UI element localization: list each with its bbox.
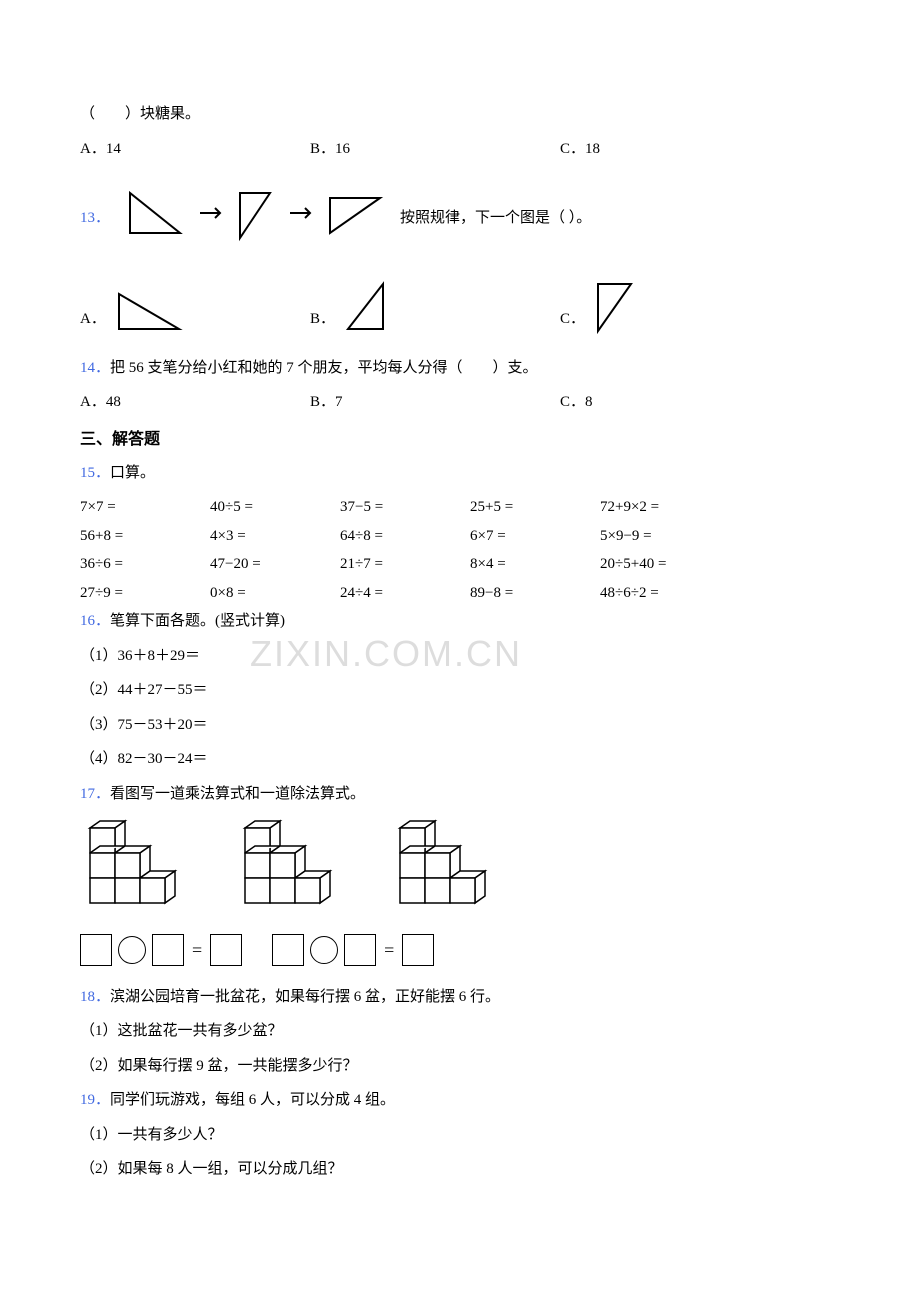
eq-circle	[118, 936, 146, 964]
q15-cell: 64÷8 =	[340, 522, 470, 551]
q12-text: （ ）块糖果。	[80, 100, 840, 129]
q19-item: （2）如果每 8 人一组，可以分成几组？	[80, 1155, 840, 1184]
q12-opt-c: C．18	[560, 135, 740, 164]
q14-row: 14．把 56 支笔分给小红和她的 7 个朋友，平均每人分得（ ）支。	[80, 354, 840, 383]
q15-num: 15．	[80, 465, 110, 481]
eq-box	[344, 934, 376, 966]
q16-item: （2）44＋27－55＝	[80, 676, 840, 705]
q15-cell: 6×7 =	[470, 522, 600, 551]
q16-item: （1）36＋8＋29＝	[80, 642, 840, 671]
q15-cell: 24÷4 =	[340, 579, 470, 608]
q15-text: 口算。	[110, 465, 155, 481]
q15-cell: 0×8 =	[210, 579, 340, 608]
q18-text: 滨湖公园培育一批盆花，如果每行摆 6 盆，正好能摆 6 行。	[110, 989, 500, 1005]
q16-num: 16．	[80, 613, 110, 629]
q17-block-group	[80, 818, 195, 908]
q13-tail: 按照规律，下一个图是（ ）。	[400, 204, 591, 233]
q19-num: 19．	[80, 1092, 110, 1108]
q13-row: 13． 按照规律，下一个图是（ ）。	[80, 183, 840, 254]
q18-item: （2）如果每行摆 9 盆，一共能摆多少行？	[80, 1052, 840, 1081]
q18-item: （1）这批盆花一共有多少盆？	[80, 1017, 840, 1046]
q15-row: 15．口算。	[80, 459, 840, 488]
q15-cell: 8×4 =	[470, 550, 600, 579]
eq-box	[272, 934, 304, 966]
q13-options: A． B． C．	[80, 279, 840, 334]
q15-cell: 7×7 =	[80, 493, 210, 522]
q14-num: 14．	[80, 360, 110, 376]
q16-item: （3）75－53＋20＝	[80, 711, 840, 740]
q17-blocks	[80, 818, 840, 908]
q19-item: （1）一共有多少人？	[80, 1121, 840, 1150]
q17-equation: = =	[80, 933, 840, 967]
q15-grid: 7×7 = 40÷5 = 37−5 = 25+5 = 72+9×2 = 56+8…	[80, 493, 840, 607]
q13-opt-c: C．	[560, 279, 740, 334]
q15-cell: 27÷9 =	[80, 579, 210, 608]
eq-circle	[310, 936, 338, 964]
eq-equals: =	[190, 933, 204, 967]
eq-box	[152, 934, 184, 966]
q15-cell: 36÷6 =	[80, 550, 210, 579]
q17-row: 17．看图写一道乘法算式和一道除法算式。	[80, 780, 840, 809]
q14-opt-b: B．7	[310, 388, 560, 417]
q17-num: 17．	[80, 786, 110, 802]
q14-text: 把 56 支笔分给小红和她的 7 个朋友，平均每人分得（ ）支。	[110, 360, 538, 376]
q14-opt-a: A．48	[80, 388, 310, 417]
q13-num: 13．	[80, 204, 110, 233]
q15-cell: 5×9−9 =	[600, 522, 740, 551]
q15-cell: 56+8 =	[80, 522, 210, 551]
q19-row: 19．同学们玩游戏，每组 6 人，可以分成 4 组。	[80, 1086, 840, 1115]
q16-row: 16．笔算下面各题。(竖式计算)	[80, 607, 840, 636]
section3-title: 三、解答题	[80, 425, 840, 455]
q15-cell: 37−5 =	[340, 493, 470, 522]
q15-cell: 47−20 =	[210, 550, 340, 579]
q14-options: A．48 B．7 C．8	[80, 388, 840, 417]
q19-text: 同学们玩游戏，每组 6 人，可以分成 4 组。	[110, 1092, 395, 1108]
q18-row: 18．滨湖公园培育一批盆花，如果每行摆 6 盆，正好能摆 6 行。	[80, 983, 840, 1012]
q15-cell: 20÷5+40 =	[600, 550, 740, 579]
eq-box	[210, 934, 242, 966]
q12-options: A．14 B．16 C．18	[80, 135, 840, 164]
q17-block-group	[235, 818, 350, 908]
q15-cell: 25+5 =	[470, 493, 600, 522]
q15-cell: 89−8 =	[470, 579, 600, 608]
q13-opt-a: A．	[80, 289, 310, 334]
q15-cell: 4×3 =	[210, 522, 340, 551]
q17-text: 看图写一道乘法算式和一道除法算式。	[110, 786, 365, 802]
q15-cell: 40÷5 =	[210, 493, 340, 522]
q16-item: （4）82－30－24＝	[80, 745, 840, 774]
eq-equals: =	[382, 933, 396, 967]
q15-cell: 48÷6÷2 =	[600, 579, 740, 608]
q16-text: 笔算下面各题。(竖式计算)	[110, 613, 285, 629]
q18-num: 18．	[80, 989, 110, 1005]
q12-opt-a: A．14	[80, 135, 310, 164]
q14-opt-c: C．8	[560, 388, 740, 417]
q12-opt-b: B．16	[310, 135, 560, 164]
q15-cell: 72+9×2 =	[600, 493, 740, 522]
eq-box	[402, 934, 434, 966]
q15-cell: 21÷7 =	[340, 550, 470, 579]
q17-block-group	[390, 818, 505, 908]
eq-box	[80, 934, 112, 966]
q13-figure	[120, 183, 390, 254]
q13-opt-b: B．	[310, 279, 560, 334]
